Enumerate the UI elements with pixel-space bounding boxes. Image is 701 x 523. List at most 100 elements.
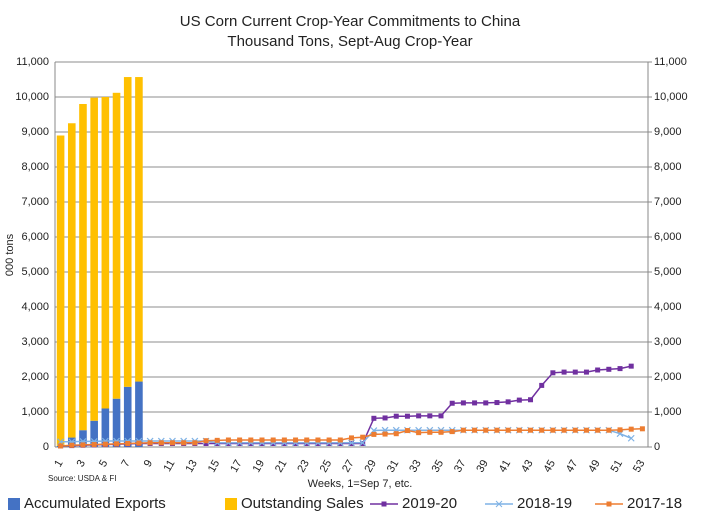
y-axis-title: 000 tons: [4, 233, 16, 276]
legend-label: 2017-18: [627, 495, 682, 512]
y-tick-label: 9,000: [21, 126, 49, 138]
x-tick-label: 9: [142, 458, 155, 469]
marker: [281, 437, 287, 443]
legend-marker: [381, 501, 387, 507]
marker: [214, 437, 220, 443]
marker: [416, 413, 422, 419]
x-tick-label: 31: [385, 458, 402, 475]
y-tick-label: 0: [43, 441, 49, 453]
x-tick-label: 49: [586, 458, 603, 475]
y2-tick-label: 3,000: [654, 336, 682, 348]
legend-item: 2018-19: [485, 495, 572, 512]
x-tick-label: 11: [161, 458, 177, 474]
x-tick-label: 23: [295, 458, 312, 475]
marker: [80, 442, 86, 448]
marker: [583, 369, 589, 375]
bar: [79, 104, 87, 431]
y-tick-label: 2,000: [21, 371, 49, 383]
x-tick-label: 13: [183, 458, 200, 475]
x-tick-label: 21: [273, 458, 290, 475]
x-tick-label: 41: [497, 458, 514, 475]
marker: [460, 400, 466, 406]
marker: [427, 413, 433, 419]
x-tick-label: 27: [340, 458, 357, 475]
marker: [348, 439, 355, 447]
line: [60, 429, 632, 444]
legend-label: Accumulated Exports: [24, 495, 166, 512]
marker: [539, 427, 545, 433]
marker: [483, 400, 489, 406]
y2-tick-label: 5,000: [654, 266, 682, 278]
marker: [449, 400, 455, 406]
marker: [449, 429, 455, 435]
bar: [101, 408, 110, 447]
x-tick-label: 33: [407, 458, 424, 475]
x-tick-label: 53: [631, 458, 648, 475]
marker: [91, 442, 97, 448]
marker: [337, 437, 343, 443]
marker: [203, 438, 209, 444]
bar: [112, 92, 121, 399]
y-tick-label: 6,000: [21, 231, 49, 243]
marker: [627, 434, 635, 442]
bar: [135, 381, 143, 447]
y2-tick-label: 1,000: [654, 406, 682, 418]
legend-label: 2018-19: [517, 495, 572, 512]
x-tick-label: 45: [541, 458, 558, 475]
marker: [505, 427, 511, 433]
y2-tick-label: 0: [654, 441, 660, 453]
marker: [114, 441, 120, 447]
marker: [225, 437, 231, 443]
marker: [270, 437, 276, 443]
y2-tick-label: 2,000: [654, 371, 682, 383]
marker: [293, 437, 299, 443]
x-axis-title: Weeks, 1=Sep 7, etc.: [308, 478, 413, 490]
marker: [360, 434, 366, 440]
marker: [102, 441, 108, 447]
marker: [404, 413, 410, 419]
marker: [237, 437, 243, 443]
x-tick-label: 43: [519, 458, 536, 475]
marker: [315, 437, 321, 443]
marker: [617, 366, 623, 372]
legend-item: Accumulated Exports: [8, 495, 166, 512]
y-tick-label: 4,000: [21, 301, 49, 313]
marker: [359, 439, 367, 447]
y2-tick-label: 7,000: [654, 196, 682, 208]
marker: [438, 413, 444, 419]
marker: [483, 427, 489, 433]
y-tick-label: 5,000: [21, 266, 49, 278]
y2-tick-label: 9,000: [654, 126, 682, 138]
y-tick-label: 3,000: [21, 336, 49, 348]
marker: [494, 400, 500, 406]
bar: [101, 97, 110, 409]
marker: [628, 426, 634, 432]
marker: [304, 437, 310, 443]
marker: [69, 442, 75, 448]
y-tick-label: 11,000: [16, 56, 49, 68]
x-tick-label: 3: [75, 458, 88, 469]
marker: [181, 440, 187, 446]
marker: [595, 367, 601, 373]
marker: [147, 440, 153, 446]
y-tick-label: 10,000: [15, 91, 49, 103]
marker: [125, 441, 131, 446]
legend-label: 2019-20: [402, 495, 457, 512]
marker: [393, 431, 399, 437]
marker: [416, 430, 422, 436]
bar: [123, 77, 132, 387]
x-tick-label: 37: [452, 458, 469, 475]
marker: [516, 427, 522, 433]
legend-swatch: [8, 498, 20, 510]
marker: [158, 440, 164, 446]
y2-tick-label: 8,000: [654, 161, 682, 173]
x-tick-label: 1: [52, 458, 65, 469]
marker: [494, 427, 500, 433]
marker: [595, 427, 601, 433]
marker: [438, 429, 444, 435]
line: [60, 365, 632, 447]
chart-title: US Corn Current Crop-Year Commitments to…: [180, 13, 521, 30]
legend-marker: [495, 500, 503, 508]
x-tick-label: 35: [430, 458, 447, 475]
